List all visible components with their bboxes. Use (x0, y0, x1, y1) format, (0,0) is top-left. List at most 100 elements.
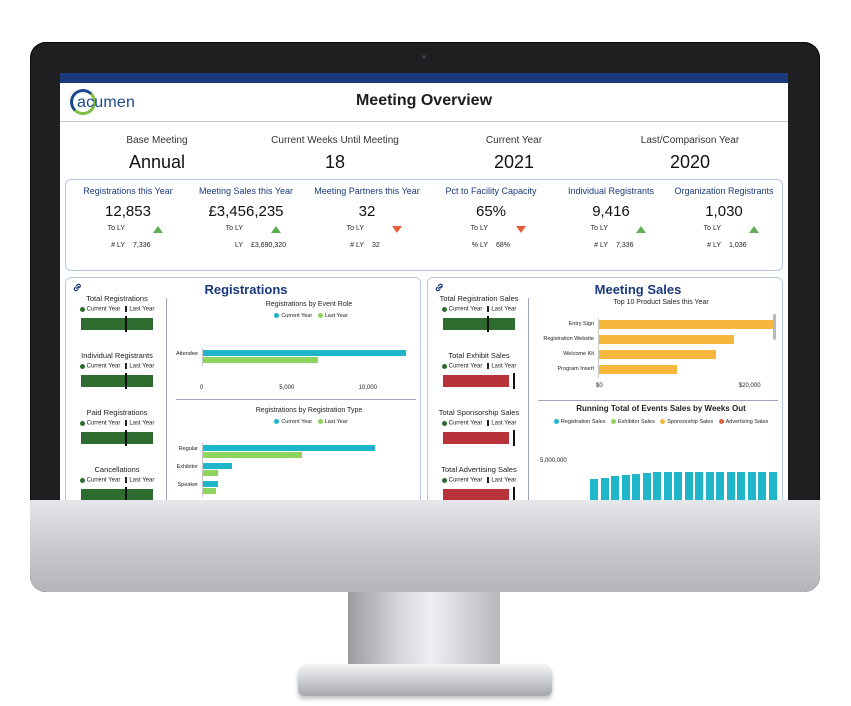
kpi-ly-label: # LY (707, 242, 721, 249)
column-registration-sales[interactable] (726, 471, 735, 500)
bullet-bar (443, 372, 515, 389)
kpi-registrations[interactable]: Registrations this Year 12,853 To LY # L… (69, 186, 187, 254)
bar-current-year[interactable] (202, 350, 406, 356)
bullet-kpi-title: Cancellations (94, 465, 140, 474)
kpi-to-ly-label: To LY (346, 225, 364, 232)
column-registration-sales[interactable] (590, 479, 598, 500)
x-tick-label: 5,000 (279, 385, 295, 391)
bullet-kpi[interactable]: Total Sponsorship Sales Current Year Last … (430, 408, 528, 446)
axis-baseline (598, 318, 599, 378)
bar-last-year[interactable] (202, 452, 302, 458)
y-tick-label: 5,000,000 (540, 458, 567, 464)
bullet-target-marker (513, 486, 515, 500)
chart-scrollbar[interactable] (773, 314, 776, 340)
kpi-to-ly-row: To LY (308, 225, 426, 237)
bullet-kpi[interactable]: Total Advertising Sales Current Year Last … (430, 465, 528, 500)
bullet-kpi[interactable]: Total Registration Sales Current Year Last… (430, 294, 528, 332)
kpi-label: Individual Registrants (567, 186, 655, 196)
kpi-value: 9,416 (592, 203, 630, 220)
current-year-dot-icon (441, 477, 447, 483)
bar-last-year[interactable] (202, 357, 319, 363)
legend-last-label: Last Year (129, 420, 155, 427)
last-year-marker-icon (487, 363, 490, 369)
bullet-kpi[interactable]: Total Registrations Current Year Last Year (68, 294, 166, 332)
bullet-bar (81, 315, 153, 332)
bullet-fill (81, 374, 153, 387)
kpi-label: Meeting Sales this Year (198, 186, 294, 196)
registrations-title: Registrations (204, 282, 288, 297)
bullet-fill (443, 488, 509, 500)
bar-last-year[interactable] (202, 470, 218, 476)
legend-last-swatch (317, 419, 323, 425)
trend-up-icon (153, 226, 163, 233)
kpi-ly-row: # LY 32 (308, 242, 426, 254)
kpi-facility-capacity[interactable]: Pct to Facility Capacity 65% To LY % LY … (432, 186, 550, 254)
bar-product-sales[interactable] (598, 335, 734, 344)
kpi-label: Registrations this Year (83, 186, 173, 196)
kpi-organization-registrants[interactable]: Organization Registrants 1,030 To LY # L… (665, 186, 783, 254)
bullet-target-marker (513, 372, 515, 389)
trend-up-icon (749, 226, 759, 233)
column-registration-sales[interactable] (674, 471, 682, 500)
bar-current-year[interactable] (202, 445, 375, 451)
bullet-fill (81, 488, 153, 500)
column-registration-sales[interactable] (695, 471, 703, 500)
acumen-logo[interactable]: acumen (70, 88, 150, 116)
legend-registration-swatch (553, 419, 559, 425)
bullet-kpi[interactable]: Cancellations Current Year Last Year (68, 465, 166, 500)
kpi-meeting-sales[interactable]: Meeting Sales this Year £3,456,235 To LY… (187, 186, 305, 254)
bullet-fill (443, 317, 515, 330)
legend-last-label: Last Year (491, 420, 517, 427)
column-registration-sales[interactable] (632, 473, 640, 500)
kpi-to-ly-label: To LY (107, 225, 125, 232)
legend-current-label: Current Year (86, 363, 121, 370)
legend-current-label: Current Year (281, 313, 313, 319)
column-registration-sales[interactable] (600, 477, 609, 500)
meta-value: 18 (324, 152, 346, 172)
bar-current-year[interactable] (202, 481, 218, 487)
bullet-legend: Current Year Last Year (430, 420, 528, 427)
bullet-kpi[interactable]: Total Exhibit Sales Current Year Last Year (430, 351, 528, 389)
registrations-panel: Registrations Total Registrations Current… (65, 277, 421, 500)
bullet-fill (443, 431, 509, 444)
kpi-ly-label: # LY (350, 242, 364, 249)
bullet-kpi-title: Total Sponsorship Sales (438, 408, 520, 417)
kpi-individual-registrants[interactable]: Individual Registrants 9,416 To LY # LY … (552, 186, 670, 254)
kpi-to-ly-label: To LY (703, 225, 721, 232)
column-registration-sales[interactable] (747, 471, 756, 500)
bar-product-sales[interactable] (598, 365, 677, 374)
bullet-kpi-title: Paid Registrations (86, 408, 148, 417)
bar-current-year[interactable] (202, 463, 233, 469)
last-year-marker-icon (125, 363, 128, 369)
column-registration-sales[interactable] (621, 474, 630, 500)
bullet-legend: Current Year Last Year (430, 363, 528, 370)
column-registration-sales[interactable] (768, 471, 777, 500)
column-registration-sales[interactable] (758, 471, 766, 500)
column-registration-sales[interactable] (642, 473, 651, 500)
bullet-bar (443, 315, 515, 332)
bullet-kpi[interactable]: Paid Registrations Current Year Last Year (68, 408, 166, 446)
column-registration-sales[interactable] (684, 471, 693, 500)
last-year-marker-icon (487, 420, 490, 426)
column-registration-sales[interactable] (737, 471, 745, 500)
column-registration-sales[interactable] (705, 471, 714, 500)
column-registration-sales[interactable] (663, 471, 672, 500)
column-registration-sales[interactable] (653, 472, 661, 500)
bullet-bar (81, 372, 153, 389)
kpi-panel: Registrations this Year 12,853 To LY # L… (65, 179, 783, 271)
link-icon[interactable] (72, 282, 83, 293)
bar-last-year[interactable] (202, 488, 217, 494)
kpi-ly-row: LY £3,690,320 (187, 242, 305, 254)
kpi-ly-row: % LY 68% (432, 242, 550, 254)
kpi-meeting-partners[interactable]: Meeting Partners this Year 32 To LY # LY… (308, 186, 426, 254)
link-icon[interactable] (434, 282, 445, 293)
column-registration-sales[interactable] (716, 471, 724, 500)
bullet-target-marker (125, 315, 127, 332)
column-registration-sales[interactable] (611, 476, 619, 500)
bullet-kpi[interactable]: Individual Registrants Current Year Last Y… (68, 351, 166, 389)
bar-product-sales[interactable] (598, 350, 716, 359)
kpi-to-ly-label: To LY (225, 225, 243, 232)
bar-product-sales[interactable] (598, 320, 773, 329)
kpi-value: 1,030 (705, 203, 743, 220)
monitor-stand-neck (348, 592, 500, 670)
